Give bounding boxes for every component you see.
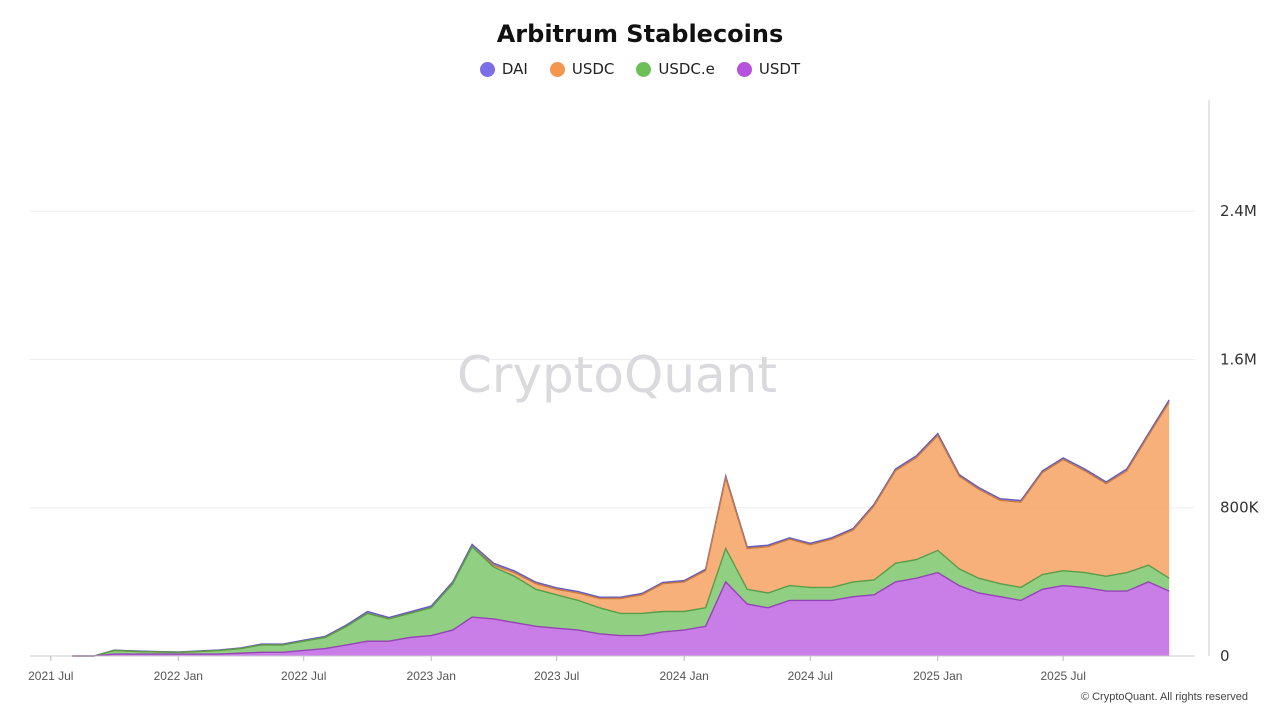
legend-dot-usdc-e-icon xyxy=(636,61,652,77)
x-tick-label: 2025 Jul xyxy=(1041,669,1086,683)
y-tick-label: 1.6M xyxy=(1220,350,1257,368)
legend-item-usdc[interactable]: USDC xyxy=(549,60,615,78)
area-usdc-e xyxy=(72,546,1170,656)
legend-label-usdc-e: USDC.e xyxy=(658,60,715,78)
x-tick-label: 2022 Jul xyxy=(281,669,326,683)
legend-label-usdt: USDT xyxy=(758,60,801,78)
legend-item-usdc-e[interactable]: USDC.e xyxy=(636,60,715,78)
legend-label-usdc: USDC xyxy=(571,60,615,78)
x-tick-label: 2021 Jul xyxy=(28,669,73,683)
legend-dot-usdt-icon xyxy=(736,61,752,77)
x-tick-label: 2023 Jan xyxy=(407,669,456,683)
y-tick-label: 800K xyxy=(1220,499,1260,517)
legend-item-dai[interactable]: DAI xyxy=(479,60,528,78)
y-tick-label: 0 xyxy=(1220,647,1230,665)
area-usdc xyxy=(72,402,1170,656)
x-tick-label: 2023 Jul xyxy=(534,669,579,683)
line-dai xyxy=(72,399,1170,657)
area-usdt xyxy=(72,572,1170,656)
x-tick-label: 2024 Jul xyxy=(788,669,833,683)
legend-label-dai: DAI xyxy=(501,60,528,78)
legend-dot-usdc-icon xyxy=(549,61,565,77)
copyright-footer: © CryptoQuant. All rights reserved xyxy=(1080,691,1248,703)
chart-title: Arbitrum Stablecoins xyxy=(496,20,784,48)
x-tick-label: 2025 Jan xyxy=(913,669,962,683)
y-tick-label: 2.4M xyxy=(1220,202,1257,220)
line-usdt xyxy=(72,571,1170,657)
legend-item-usdt[interactable]: USDT xyxy=(736,60,801,78)
x-tick-label: 2024 Jan xyxy=(659,669,708,683)
watermark-text: CryptoQuant xyxy=(457,346,777,404)
x-tick-label: 2022 Jan xyxy=(154,669,203,683)
line-usdc-e xyxy=(72,545,1170,657)
legend-dot-dai-icon xyxy=(479,61,495,77)
legend: DAI USDC USDC.e USDT xyxy=(0,60,1280,78)
